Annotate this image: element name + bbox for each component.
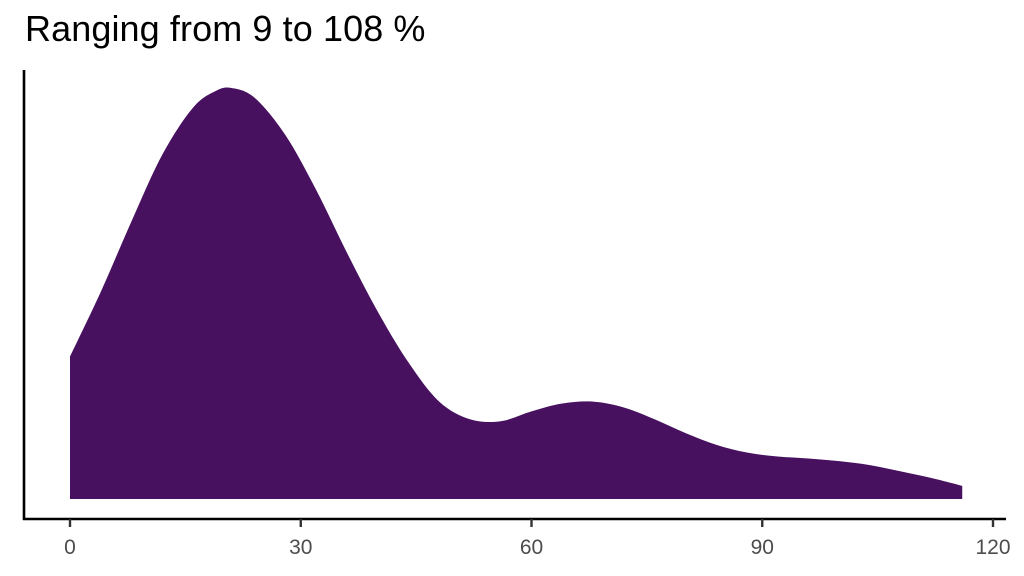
density-area: [70, 87, 963, 499]
x-tick-label: 60: [520, 536, 543, 559]
chart-title: Ranging from 9 to 108 %: [25, 8, 426, 49]
x-tick-label: 30: [289, 536, 312, 559]
x-tick-label: 90: [751, 536, 774, 559]
x-axis-ticks: 0 30 60 90 120: [64, 519, 1011, 559]
x-tick-label: 120: [975, 536, 1010, 559]
x-tick-label: 0: [64, 536, 76, 559]
